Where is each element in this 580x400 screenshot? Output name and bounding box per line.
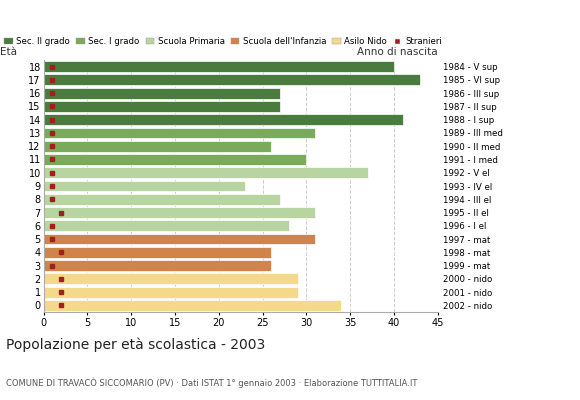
Bar (44, 260, 271, 271)
Bar (44, 287, 298, 298)
Bar (44, 234, 315, 244)
Bar (44, 274, 298, 284)
Bar (44, 180, 245, 192)
Bar (44, 220, 289, 231)
Bar (44, 128, 315, 138)
Legend: Sec. II grado, Sec. I grado, Scuola Primaria, Scuola dell'Infanzia, Asilo Nido, : Sec. II grado, Sec. I grado, Scuola Prim… (5, 37, 442, 46)
Bar (44, 61, 394, 72)
Bar (44, 247, 271, 258)
Bar (44, 114, 403, 125)
Bar (44, 101, 280, 112)
Text: Popolazione per età scolastica - 2003: Popolazione per età scolastica - 2003 (6, 338, 265, 352)
Bar (44, 141, 271, 152)
Bar (44, 74, 420, 85)
Text: Età: Età (0, 48, 17, 58)
Text: Anno di nascita: Anno di nascita (357, 48, 438, 58)
Bar (44, 207, 315, 218)
Bar (44, 88, 280, 98)
Bar (44, 154, 306, 165)
Bar (44, 194, 280, 205)
Text: COMUNE DI TRAVACÒ SICCOMARIO (PV) · Dati ISTAT 1° gennaio 2003 · Elaborazione TU: COMUNE DI TRAVACÒ SICCOMARIO (PV) · Dati… (6, 378, 417, 388)
Bar (44, 167, 368, 178)
Bar (44, 300, 342, 311)
